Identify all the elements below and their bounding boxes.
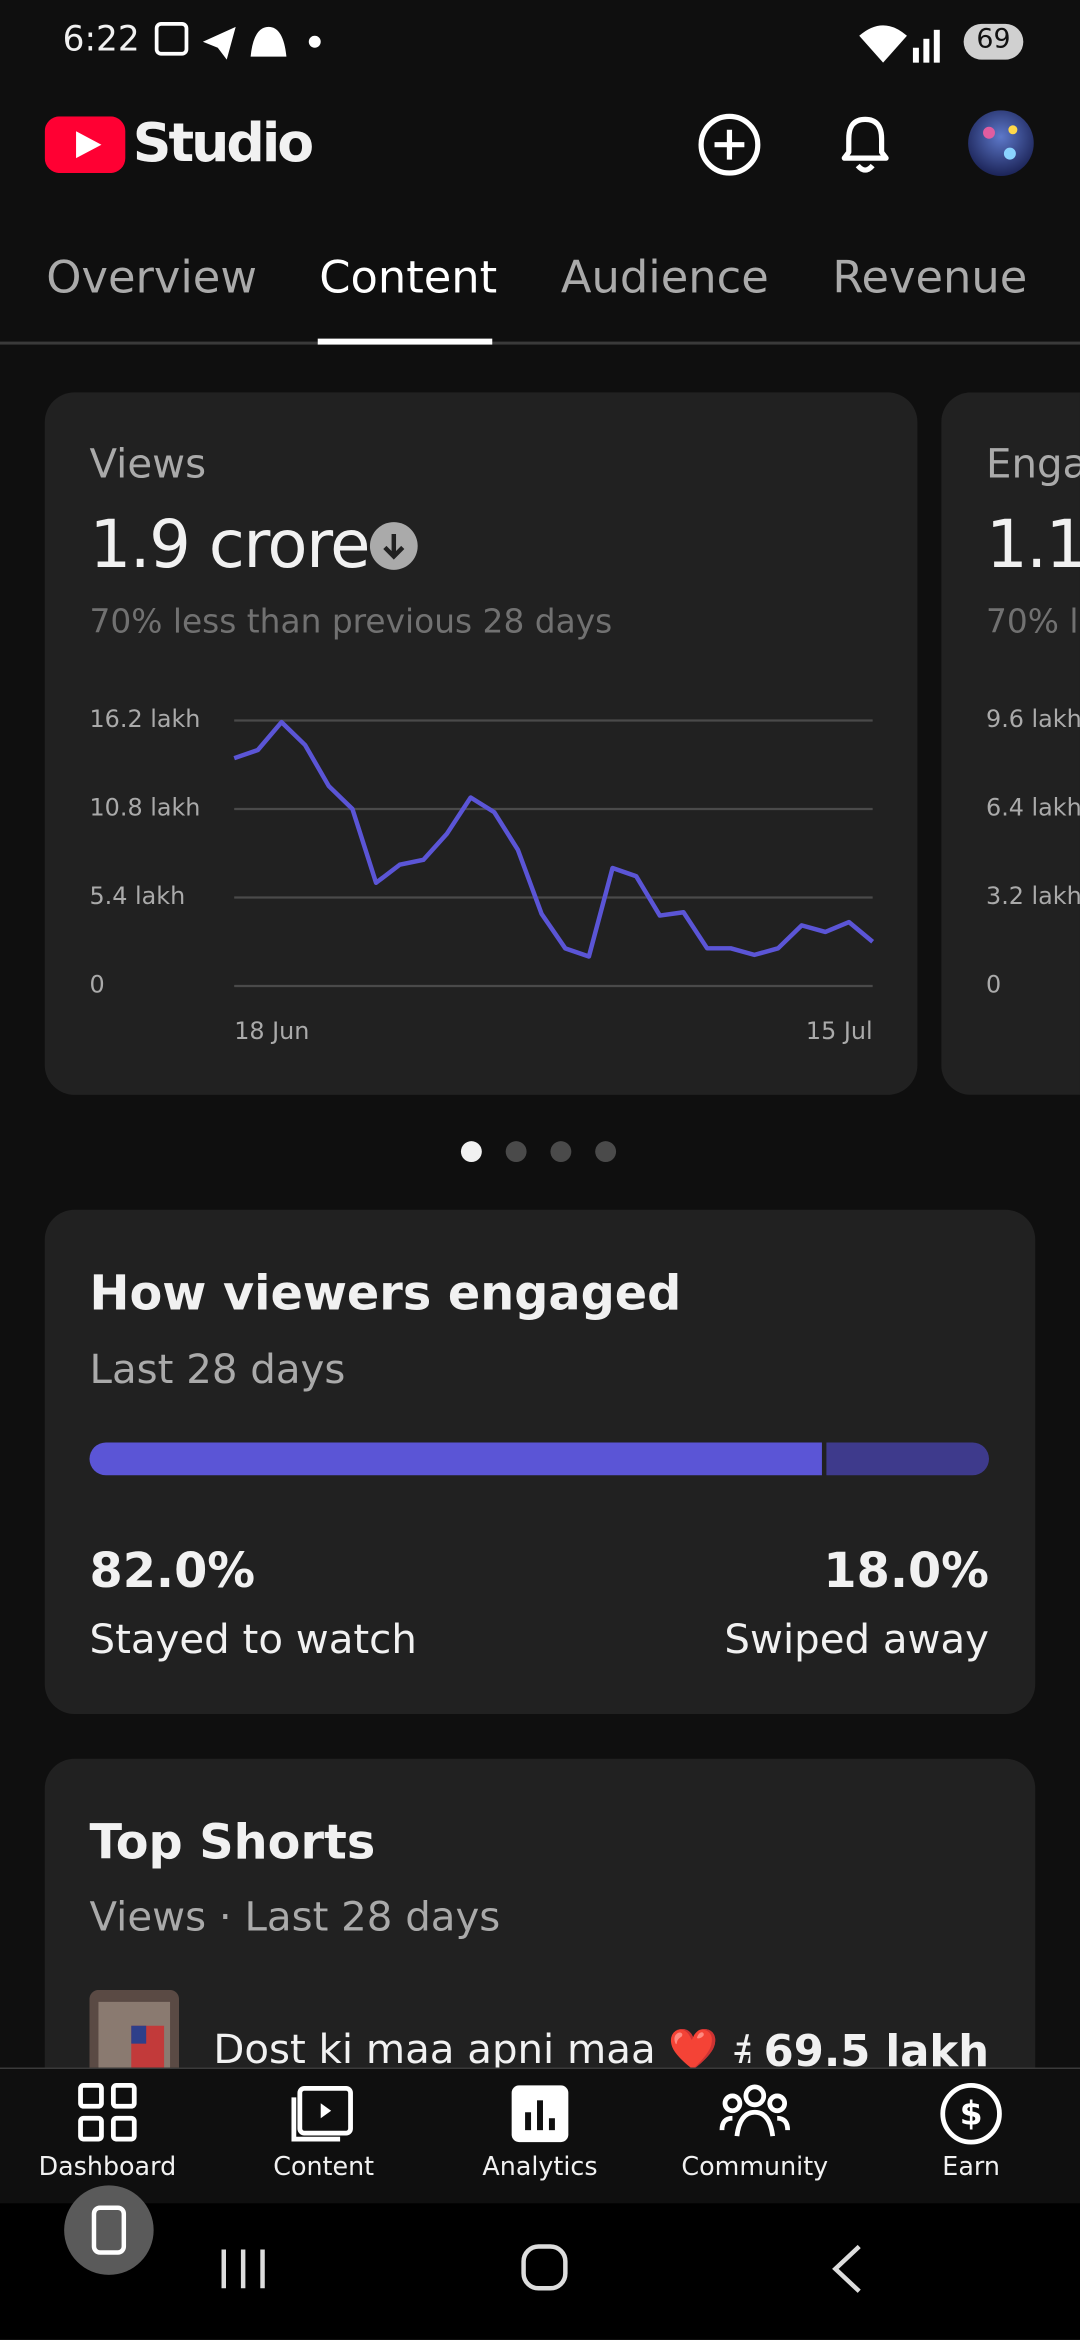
y-tick-label: 0 bbox=[90, 971, 105, 999]
card-comparison: 70% less than previous 28 days bbox=[89, 604, 613, 642]
short-title[interactable]: Dost ki maa apni maa ❤️ #… bbox=[213, 2027, 751, 2074]
next-card-clip: Enga 1.1 70% l 0 3.2 lakh 6.4 lakh 9.6 lakh bbox=[941, 392, 1080, 1095]
create-button[interactable] bbox=[695, 110, 764, 179]
tab-active[interactable]: Content bbox=[319, 252, 498, 305]
card-title: Top Shorts bbox=[89, 1813, 376, 1871]
line-series bbox=[233, 719, 875, 959]
card-title: How viewers engaged bbox=[89, 1264, 682, 1322]
tab[interactable]: Overview bbox=[46, 252, 257, 305]
system-nav bbox=[0, 2203, 1080, 2340]
x-tick-label: 15 Jul bbox=[806, 1017, 873, 1045]
avatar[interactable] bbox=[967, 109, 1036, 178]
y-tick-label: 10.8 lakh bbox=[90, 794, 201, 822]
views-card[interactable]: Views 1.9 crore 70% less than previous 2… bbox=[44, 392, 918, 1095]
card-total: 1.9 crore bbox=[89, 507, 371, 584]
card-subtitle: Views · Last 28 days bbox=[89, 1894, 501, 1941]
system-nav-icons bbox=[64, 2185, 861, 2293]
next-chart: 0 3.2 lakh 6.4 lakh 9.6 lakh bbox=[986, 705, 1080, 999]
status-right-icons bbox=[859, 23, 1024, 63]
nav-item[interactable]: Earn bbox=[942, 2152, 1000, 2183]
views-chart: 0 5.4 lakh 10.8 lakh 16.2 lakh 18 Jun 15 Jul bbox=[90, 705, 875, 1045]
y-tick-label: 9.6 lakh bbox=[986, 705, 1080, 733]
status-icons bbox=[154, 22, 321, 60]
segment-value: 82.0% bbox=[89, 1542, 256, 1600]
engagement-segment bbox=[827, 1442, 989, 1476]
y-tick-label: 16.2 lakh bbox=[90, 705, 201, 733]
svg-text:$: $ bbox=[960, 2095, 983, 2133]
nav-item[interactable]: Dashboard bbox=[38, 2152, 177, 2183]
pager-dots bbox=[460, 1141, 617, 1163]
y-tick-label: 6.4 lakh bbox=[986, 794, 1080, 822]
short-views: 69.5 lakh bbox=[763, 2025, 990, 2077]
app-title: Studio bbox=[132, 113, 314, 175]
y-tick-label: 0 bbox=[986, 971, 1001, 999]
x-tick-label: 18 Jun bbox=[234, 1017, 309, 1045]
engagement-bar bbox=[89, 1442, 990, 1476]
tab-indicator bbox=[317, 338, 493, 345]
nav-item[interactable]: Community bbox=[681, 2152, 829, 2183]
notifications-button[interactable] bbox=[832, 107, 898, 179]
tab[interactable]: Revenue bbox=[832, 252, 1028, 305]
card-subtitle: Last 28 days bbox=[89, 1347, 346, 1394]
tab[interactable]: Audience bbox=[560, 252, 769, 305]
youtube-logo bbox=[44, 116, 126, 174]
y-tick-label: 5.4 lakh bbox=[90, 882, 186, 910]
y-tick-label: 3.2 lakh bbox=[986, 882, 1080, 910]
next-card[interactable]: Enga 1.1 70% l 0 3.2 lakh 6.4 lakh 9.6 lakh bbox=[941, 392, 1080, 1095]
status-time: 6:22 bbox=[62, 20, 140, 60]
nav-item[interactable]: Analytics bbox=[482, 2152, 598, 2183]
engagement-segment bbox=[89, 1442, 823, 1476]
segment-label: Swiped away bbox=[724, 1617, 990, 1664]
card-title: Views bbox=[89, 441, 207, 488]
nav-item[interactable]: Content bbox=[273, 2152, 375, 2183]
segment-value: 18.0% bbox=[823, 1542, 990, 1600]
tab-divider bbox=[0, 341, 1080, 345]
battery-level: 69 bbox=[976, 23, 1011, 56]
card-comparison: 70% l bbox=[986, 604, 1079, 642]
trend-down-icon bbox=[369, 522, 418, 570]
bottom-nav-icons: $ bbox=[78, 2083, 1002, 2145]
card-total: 1.1 bbox=[986, 507, 1080, 584]
engagement-card: How viewers engaged Last 28 days 82.0% S… bbox=[44, 1209, 1036, 1714]
card-title: Enga bbox=[986, 441, 1080, 488]
segment-label: Stayed to watch bbox=[89, 1617, 417, 1664]
